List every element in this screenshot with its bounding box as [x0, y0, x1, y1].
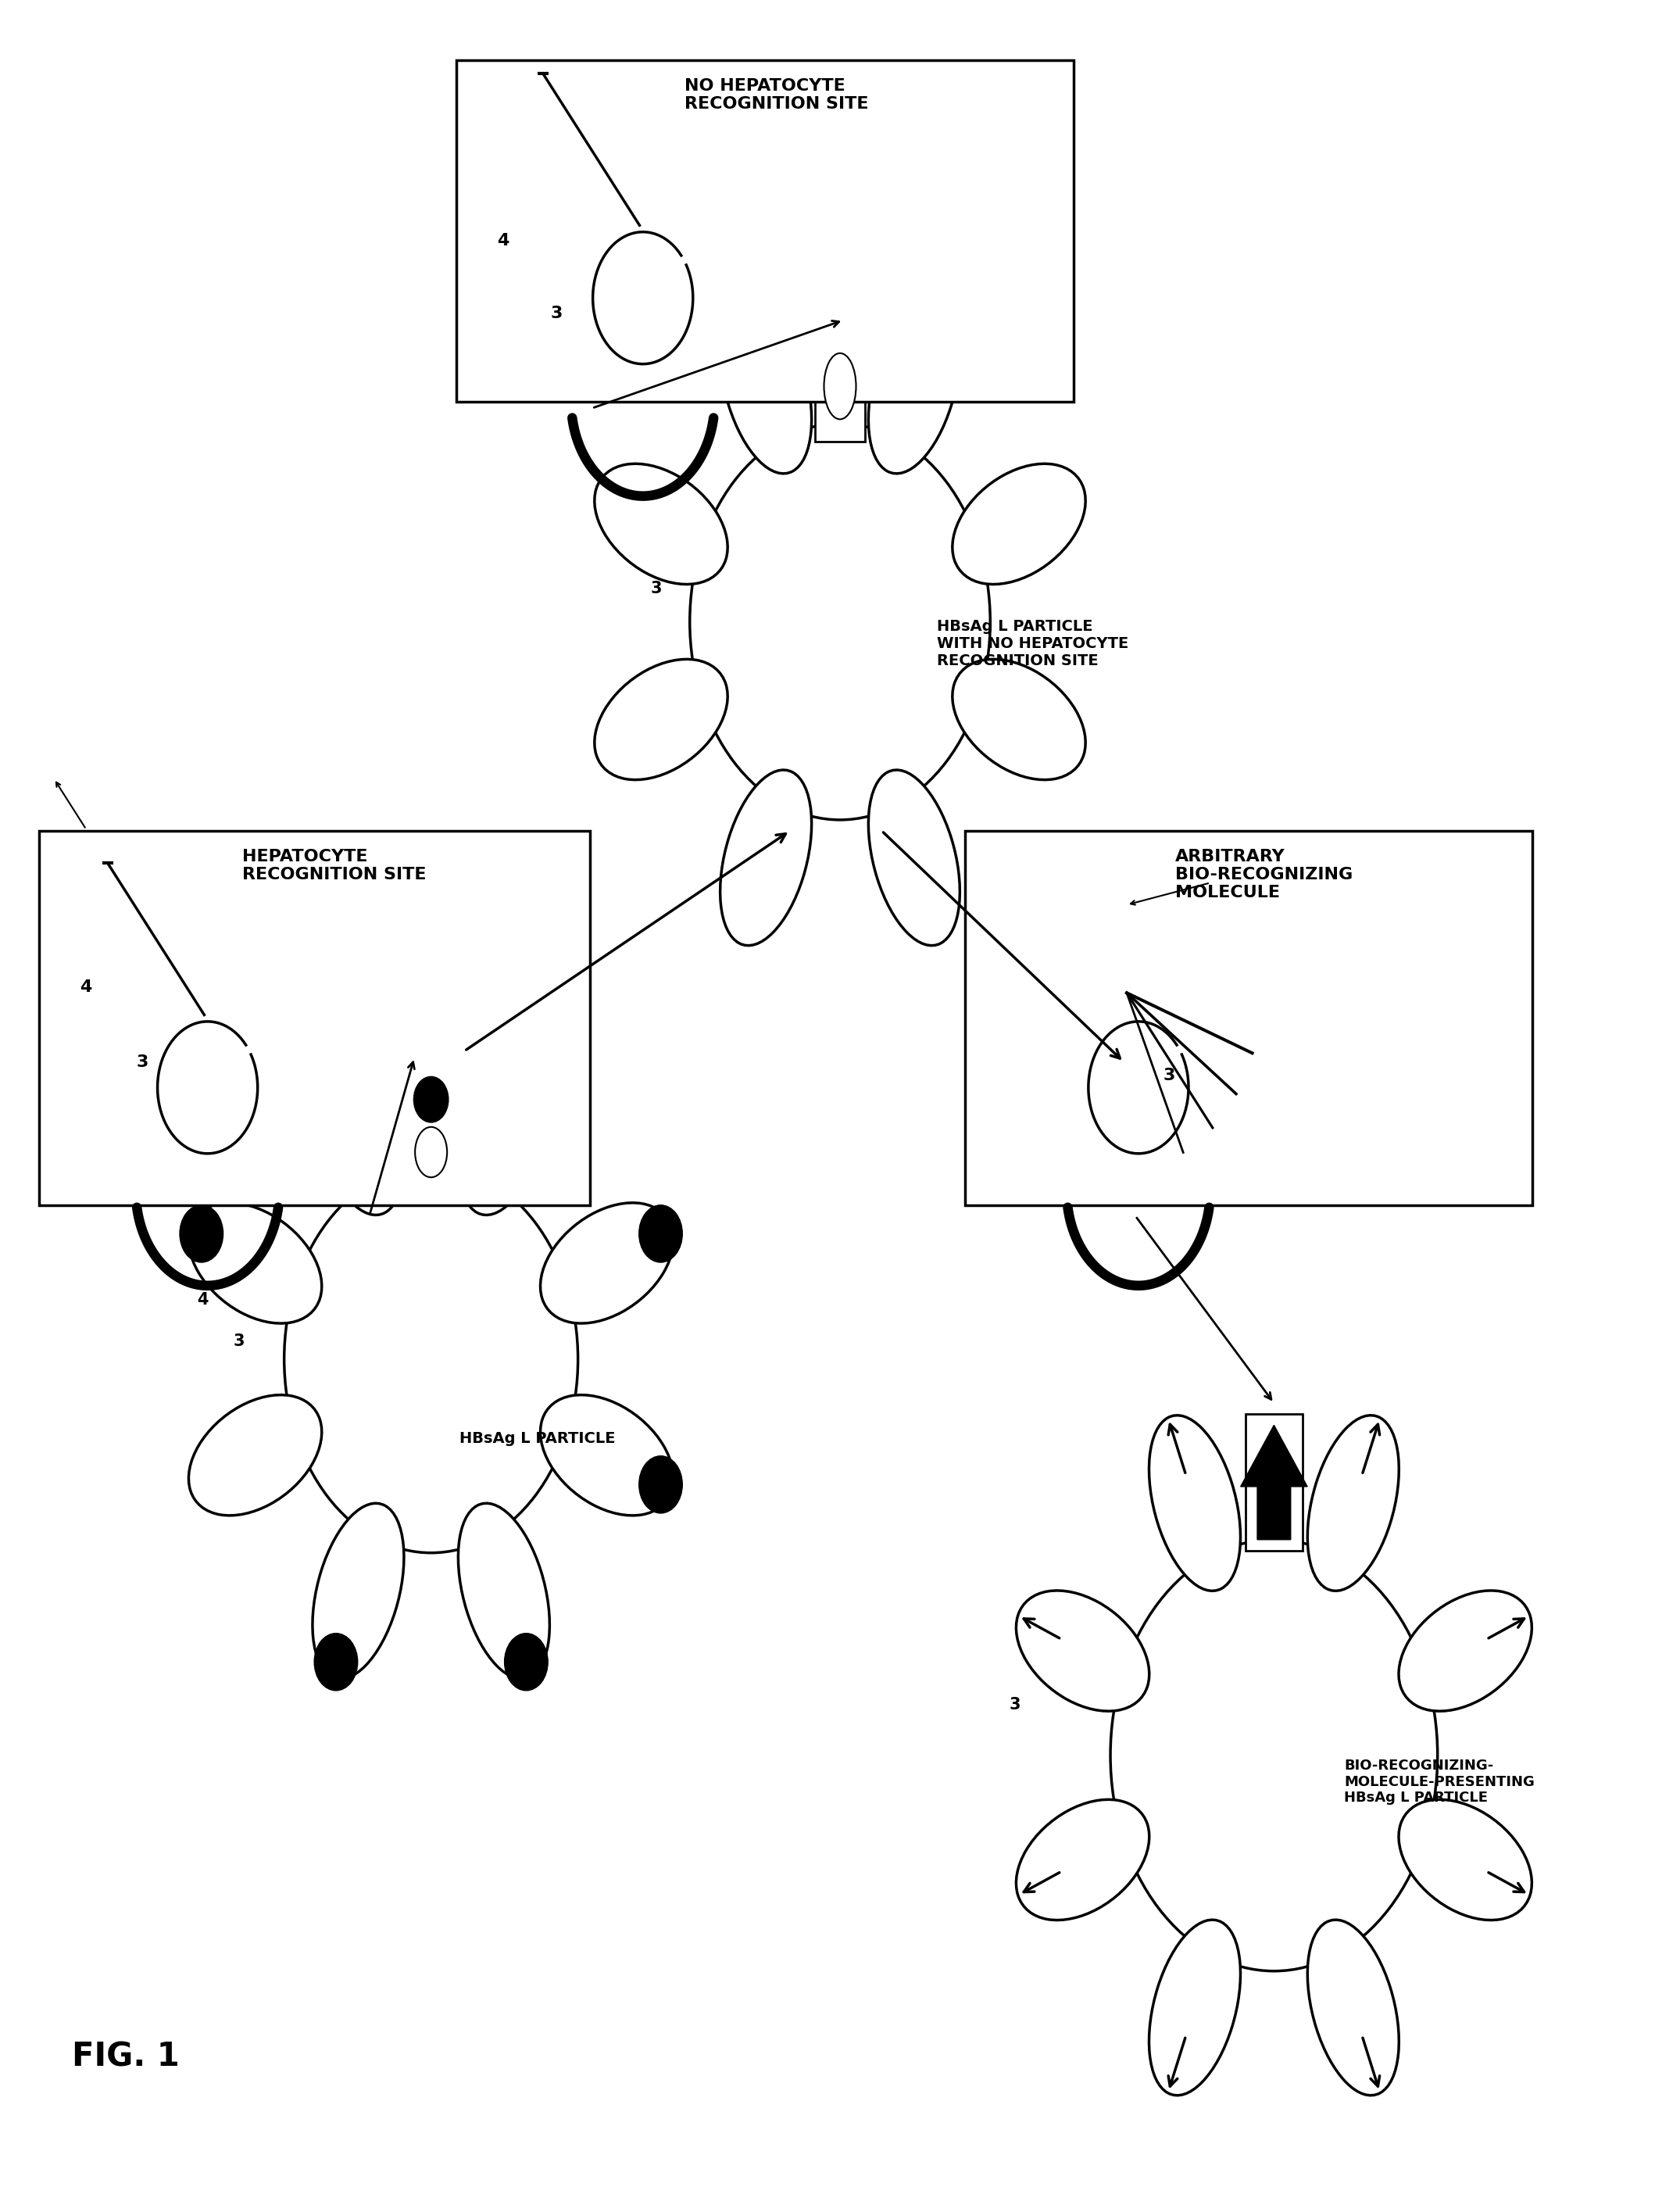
Circle shape — [284, 1166, 578, 1553]
Circle shape — [504, 1632, 548, 1690]
Circle shape — [638, 1455, 682, 1513]
Ellipse shape — [595, 659, 727, 781]
Bar — [455, 60, 1074, 403]
Ellipse shape — [1399, 1801, 1532, 1920]
Text: HBsAg L PARTICLE: HBsAg L PARTICLE — [459, 1431, 615, 1447]
Polygon shape — [1240, 1425, 1307, 1540]
Text: 4: 4 — [197, 1292, 208, 1307]
Text: 3: 3 — [1163, 1068, 1174, 1084]
Ellipse shape — [1016, 1801, 1149, 1920]
Text: 3: 3 — [650, 582, 662, 597]
Ellipse shape — [1307, 1920, 1399, 2095]
Ellipse shape — [1149, 1416, 1240, 1590]
Ellipse shape — [869, 299, 959, 473]
Ellipse shape — [188, 1396, 323, 1515]
Ellipse shape — [1307, 1416, 1399, 1590]
Text: ARBITRARY
BIO-RECOGNIZING
MOLECULE: ARBITRARY BIO-RECOGNIZING MOLECULE — [1176, 849, 1352, 900]
Text: 4: 4 — [497, 232, 509, 248]
Text: 3: 3 — [234, 1334, 245, 1349]
Circle shape — [314, 1632, 358, 1690]
Ellipse shape — [721, 299, 811, 473]
Ellipse shape — [312, 1504, 403, 1679]
Ellipse shape — [415, 1126, 447, 1177]
Text: FIG. 1: FIG. 1 — [72, 2039, 180, 2073]
Ellipse shape — [541, 1396, 674, 1515]
Circle shape — [1110, 1540, 1438, 1971]
Ellipse shape — [1016, 1590, 1149, 1712]
Ellipse shape — [823, 354, 857, 420]
Ellipse shape — [1399, 1590, 1532, 1712]
Ellipse shape — [541, 1203, 674, 1323]
Text: 4: 4 — [79, 980, 91, 995]
Text: HBsAg L PARTICLE
WITH NO HEPATOCYTE
RECOGNITION SITE: HBsAg L PARTICLE WITH NO HEPATOCYTE RECO… — [937, 619, 1129, 668]
Text: 3: 3 — [551, 305, 563, 321]
Circle shape — [504, 1029, 548, 1084]
Bar — [815, 332, 865, 440]
Ellipse shape — [459, 1504, 549, 1679]
Ellipse shape — [188, 1203, 323, 1323]
Ellipse shape — [595, 465, 727, 584]
Text: 3: 3 — [1010, 1697, 1021, 1712]
Bar — [966, 832, 1532, 1206]
Bar — [407, 1068, 455, 1183]
Ellipse shape — [1149, 1920, 1240, 2095]
Text: NO HEPATOCYTE
RECOGNITION SITE: NO HEPATOCYTE RECOGNITION SITE — [685, 77, 869, 113]
Bar — [1245, 1413, 1302, 1551]
Text: HEPATOCYTE
RECOGNITION SITE: HEPATOCYTE RECOGNITION SITE — [242, 849, 427, 883]
Text: 3: 3 — [136, 1055, 148, 1071]
Text: BIO-RECOGNIZING-
MOLECULE-PRESENTING
HBsAg L PARTICLE: BIO-RECOGNIZING- MOLECULE-PRESENTING HBs… — [1344, 1759, 1534, 1805]
Circle shape — [180, 1206, 223, 1263]
Circle shape — [638, 1206, 682, 1263]
Ellipse shape — [953, 465, 1085, 584]
Ellipse shape — [312, 1040, 403, 1214]
Ellipse shape — [721, 770, 811, 945]
Bar — [39, 832, 590, 1206]
Circle shape — [413, 1077, 449, 1121]
Ellipse shape — [459, 1040, 549, 1214]
Circle shape — [690, 425, 990, 821]
Ellipse shape — [953, 659, 1085, 781]
Ellipse shape — [869, 770, 959, 945]
